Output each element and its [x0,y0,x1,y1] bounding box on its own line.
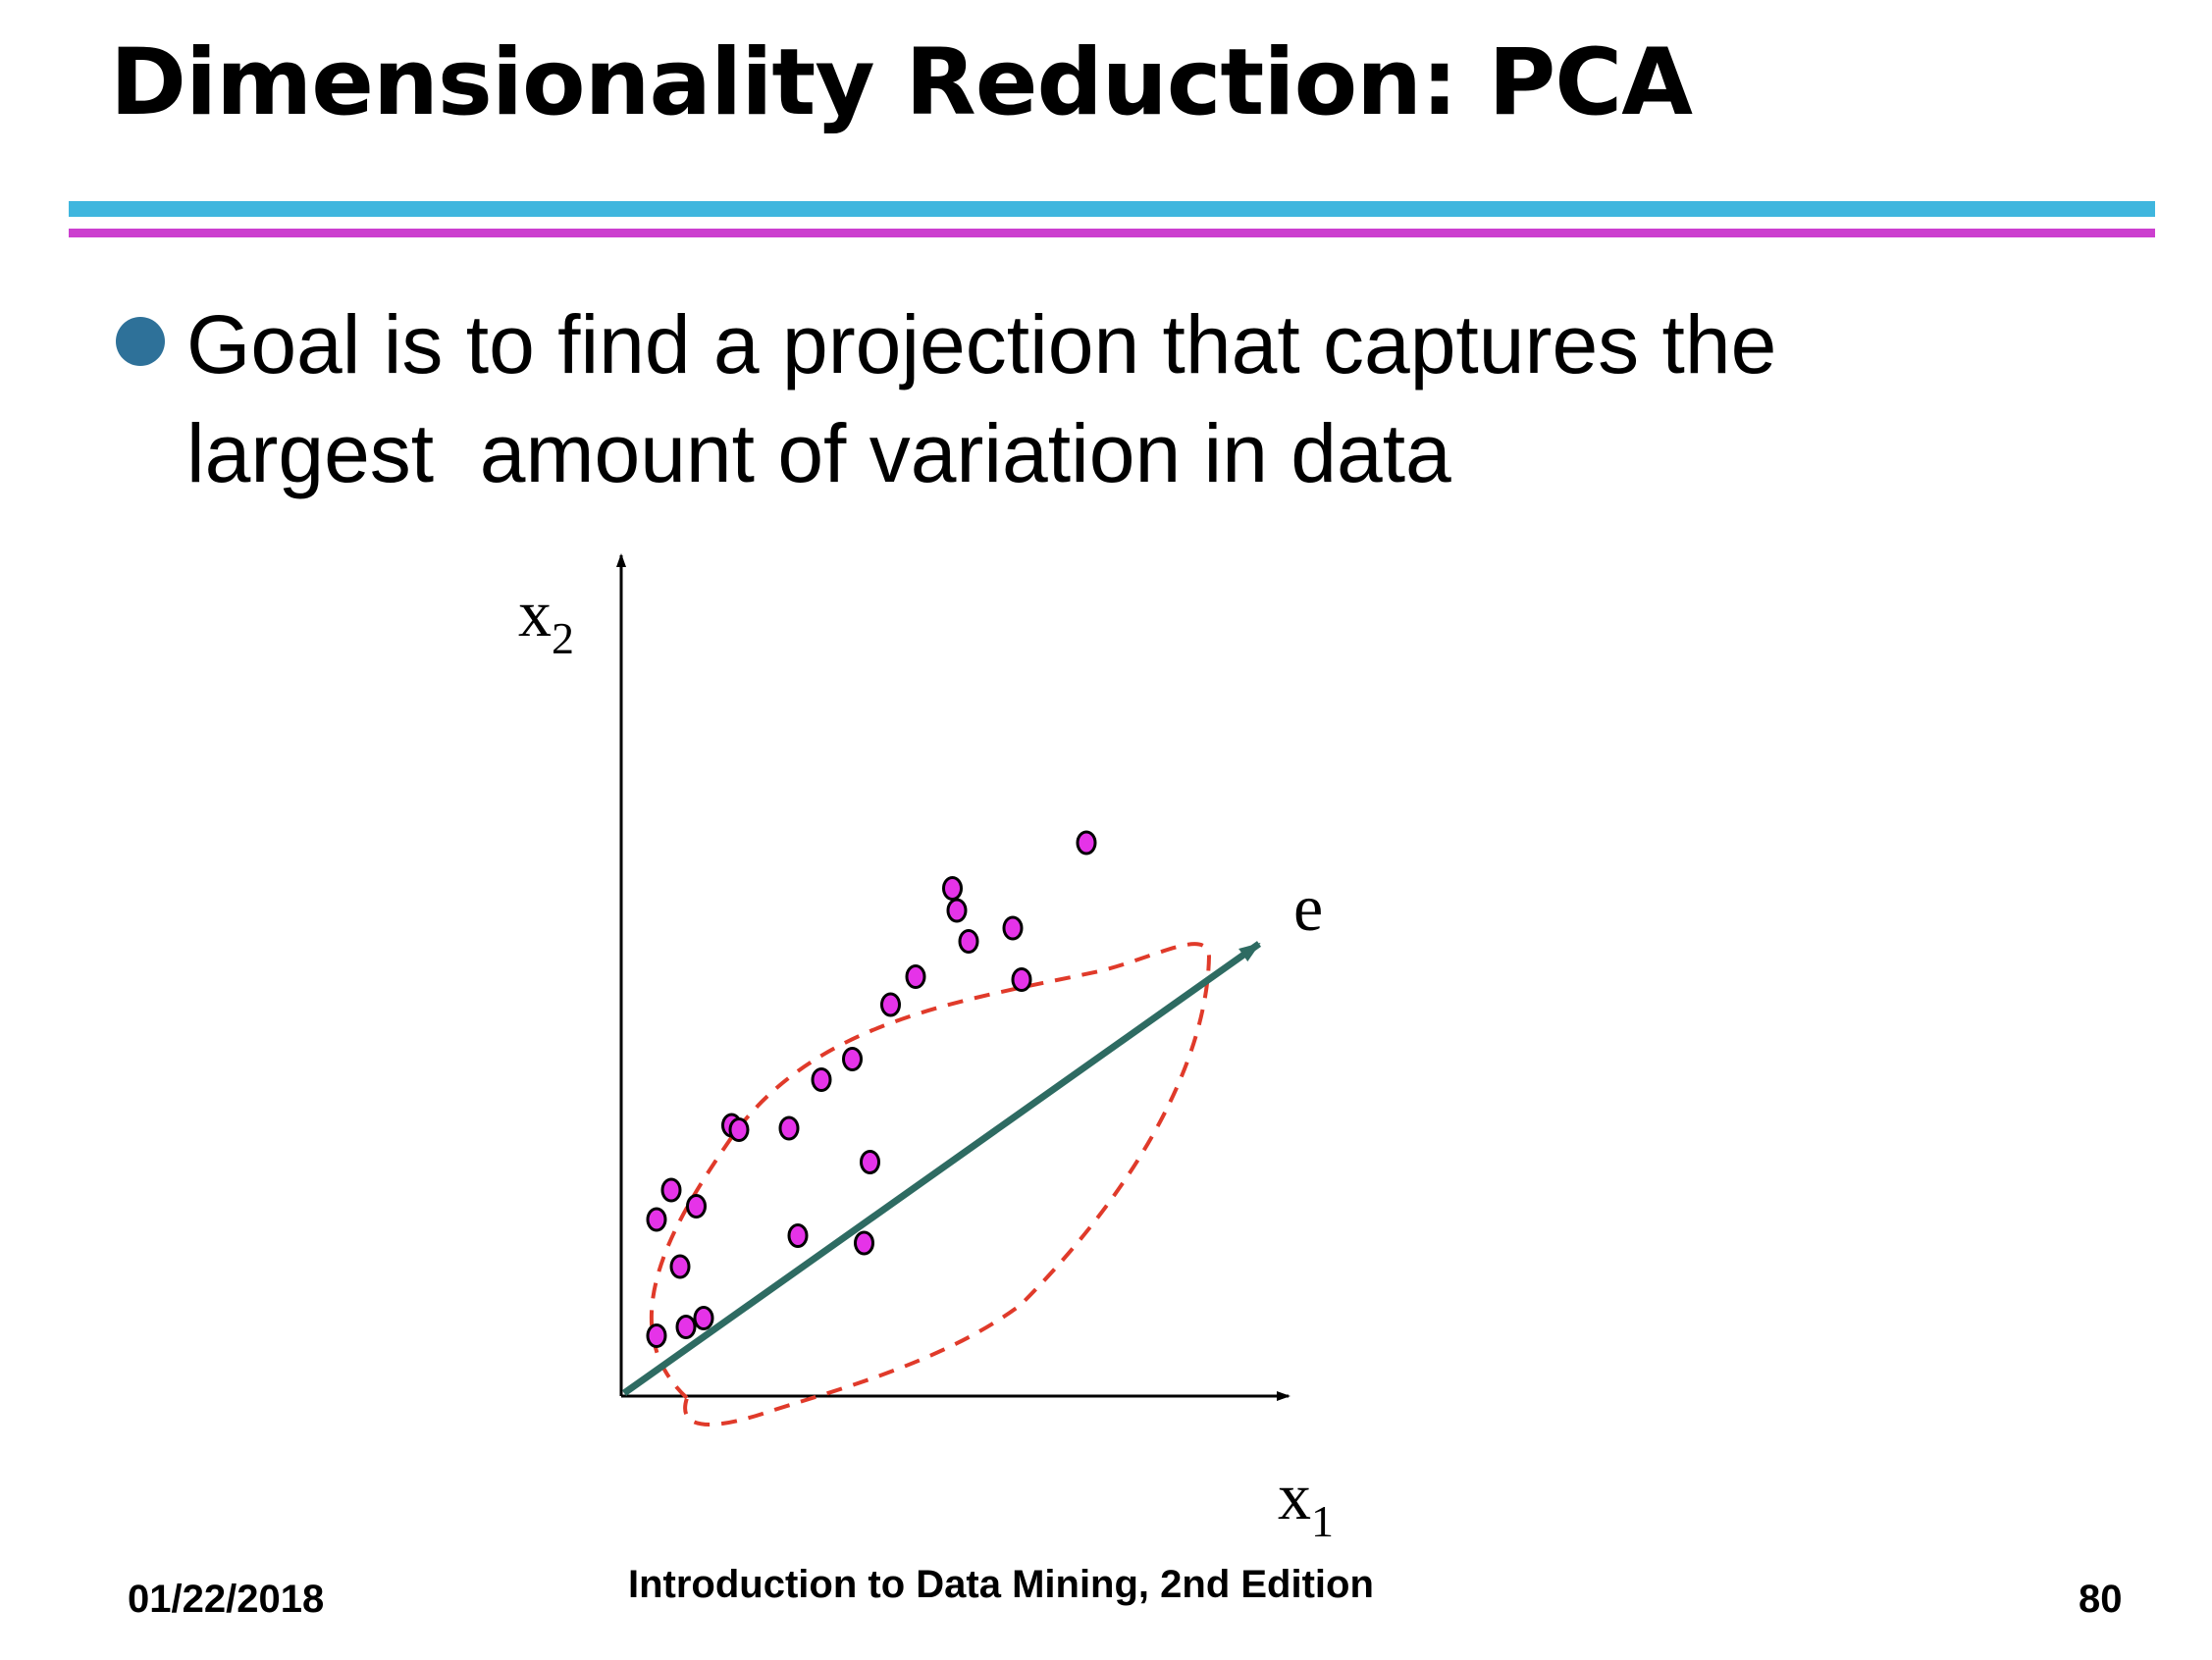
data-point [728,1117,750,1142]
data-points [646,830,1097,1348]
slide-title: Dimensionality Reduction: PCA [110,29,1693,136]
bullet-text: Goal is to find a projection that captur… [186,290,2051,508]
data-point [842,1047,863,1071]
variance-envelope [649,942,1212,1427]
x-axis-label-base: x [1278,1459,1311,1533]
data-point [880,992,901,1017]
data-point [860,1150,880,1174]
data-point [646,1207,667,1232]
vector-label: e [1293,870,1323,945]
data-point [675,1315,697,1339]
footer-date: 01/22/2018 [128,1578,325,1621]
bullet-line: largest amount of variation in data [186,407,1451,499]
x-axis-label-sub: 1 [1311,1496,1334,1546]
principal-component-vector [621,941,1262,1396]
data-point [686,1194,707,1219]
data-point [1002,915,1024,941]
data-point [942,876,963,901]
x-axis-label: x1 [1278,1459,1334,1546]
data-point [693,1306,714,1330]
y-axis-label: x2 [518,576,574,663]
bullet-line: Goal is to find a projection that captur… [186,298,1777,390]
data-point [660,1177,682,1203]
title-divider-blue [69,201,2155,217]
footer-book-title: Introduction to Data Mining, 2nd Edition [628,1563,1374,1606]
bullet-icon [116,317,165,366]
footer-page-number: 80 [2079,1578,2123,1621]
y-axis-label-sub: 2 [552,613,574,663]
data-point [1011,967,1032,992]
title-divider-magenta [69,229,2155,237]
data-point [787,1223,809,1248]
data-point [811,1067,832,1092]
data-point [905,964,926,989]
data-point [958,929,979,954]
y-axis-label-base: x [518,576,552,650]
data-point [854,1230,874,1256]
data-point [1076,830,1097,856]
data-point [669,1254,691,1279]
data-point [946,898,968,923]
data-point [778,1115,800,1141]
data-point [646,1323,667,1348]
